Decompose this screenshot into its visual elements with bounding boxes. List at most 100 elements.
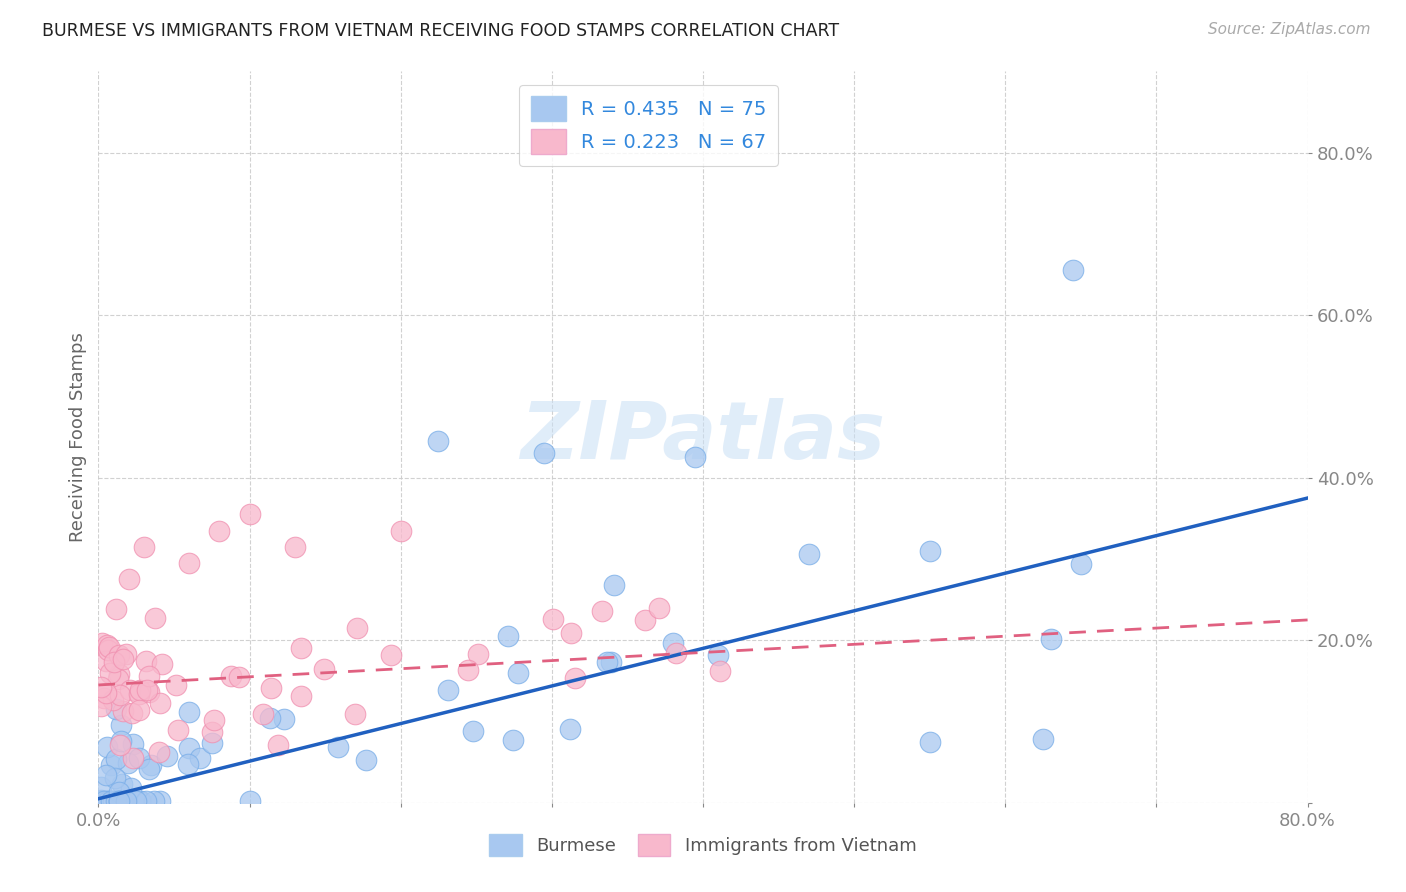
Point	[112, 651, 135, 665]
Point	[1039, 632, 1062, 647]
Point	[427, 434, 450, 449]
Point	[918, 735, 941, 749]
Point	[118, 682, 141, 697]
Point	[122, 751, 145, 765]
Point	[107, 666, 129, 681]
Point	[108, 648, 131, 662]
Point	[208, 524, 231, 538]
Point	[104, 794, 127, 808]
Point	[284, 540, 307, 554]
Point	[114, 794, 136, 808]
Point	[105, 701, 128, 715]
Point	[149, 794, 172, 808]
Point	[252, 707, 274, 722]
Point	[111, 704, 134, 718]
Point	[219, 669, 242, 683]
Point	[138, 684, 160, 698]
Point	[560, 625, 582, 640]
Point	[188, 751, 211, 765]
Point	[595, 655, 617, 669]
Point	[120, 780, 142, 795]
Point	[177, 705, 200, 719]
Point	[239, 508, 262, 522]
Point	[1032, 732, 1054, 747]
Point	[177, 556, 201, 570]
Point	[467, 647, 489, 661]
Point	[179, 741, 201, 756]
Point	[156, 749, 179, 764]
Point	[94, 686, 117, 700]
Point	[356, 753, 378, 767]
Point	[343, 707, 366, 722]
Point	[90, 636, 112, 650]
Point	[96, 794, 118, 808]
Point	[132, 540, 155, 554]
Point	[98, 794, 121, 808]
Point	[114, 647, 136, 661]
Point	[108, 739, 131, 753]
Point	[496, 629, 519, 643]
Point	[138, 669, 160, 683]
Point	[135, 683, 157, 698]
Point	[634, 613, 657, 627]
Point	[138, 762, 160, 776]
Point	[97, 794, 120, 808]
Point	[129, 682, 152, 697]
Point	[260, 681, 283, 696]
Point	[239, 794, 262, 808]
Point	[94, 768, 117, 782]
Point	[115, 794, 138, 808]
Point	[100, 666, 122, 681]
Point	[135, 794, 157, 808]
Point	[114, 794, 136, 808]
Point	[110, 689, 132, 703]
Point	[103, 656, 125, 670]
Point	[177, 757, 200, 772]
Point	[111, 777, 134, 791]
Point	[1062, 263, 1084, 277]
Point	[93, 690, 115, 705]
Point	[101, 794, 124, 808]
Point	[90, 698, 112, 713]
Point	[105, 794, 128, 808]
Point	[533, 446, 555, 460]
Point	[97, 640, 120, 655]
Point	[541, 612, 564, 626]
Point	[328, 740, 350, 755]
Legend: Burmese, Immigrants from Vietnam: Burmese, Immigrants from Vietnam	[482, 827, 924, 863]
Point	[707, 648, 730, 662]
Point	[121, 706, 143, 720]
Point	[259, 710, 281, 724]
Point	[96, 654, 118, 668]
Point	[201, 724, 224, 739]
Point	[100, 794, 122, 808]
Point	[560, 722, 582, 736]
Point	[647, 600, 669, 615]
Point	[90, 780, 112, 794]
Point	[290, 689, 312, 703]
Point	[104, 771, 127, 785]
Point	[591, 604, 613, 618]
Point	[101, 693, 124, 707]
Point	[661, 635, 683, 649]
Point	[111, 794, 134, 808]
Point	[117, 756, 139, 770]
Point	[97, 643, 120, 657]
Text: ZIPatlas: ZIPatlas	[520, 398, 886, 476]
Point	[797, 547, 820, 561]
Point	[201, 736, 224, 750]
Y-axis label: Receiving Food Stamps: Receiving Food Stamps	[69, 332, 87, 542]
Point	[108, 785, 131, 799]
Point	[131, 794, 153, 808]
Point	[135, 654, 157, 668]
Point	[118, 572, 141, 586]
Point	[111, 794, 134, 808]
Point	[389, 524, 412, 538]
Point	[463, 723, 485, 738]
Point	[110, 734, 132, 748]
Point	[90, 794, 112, 808]
Point	[346, 621, 368, 635]
Point	[143, 611, 166, 625]
Point	[104, 752, 127, 766]
Point	[502, 732, 524, 747]
